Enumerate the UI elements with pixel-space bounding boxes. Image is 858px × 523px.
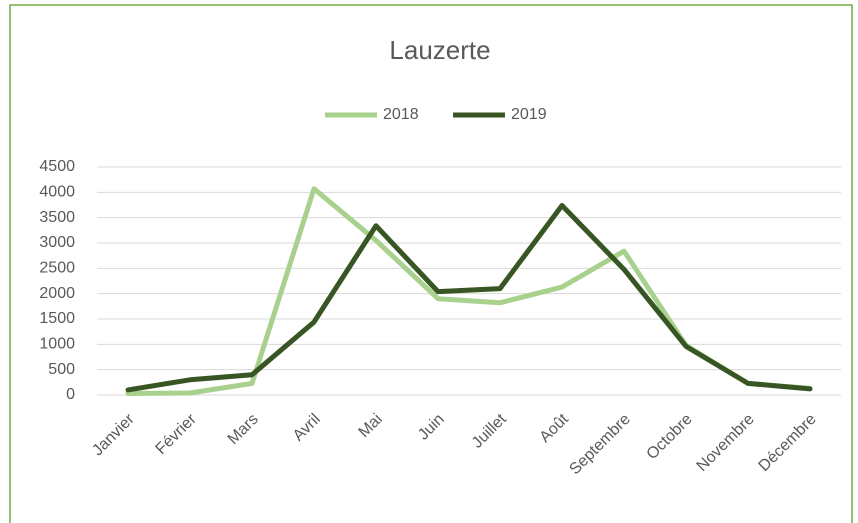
y-tick-label: 1000 bbox=[39, 336, 75, 353]
y-tick-label: 2000 bbox=[39, 285, 75, 302]
y-tick-label: 1500 bbox=[39, 310, 75, 327]
y-tick-label: 500 bbox=[48, 361, 75, 378]
legend-label: 2018 bbox=[383, 106, 419, 123]
y-tick-label: 4000 bbox=[39, 184, 75, 201]
y-tick-label: 4500 bbox=[39, 158, 75, 175]
chart-title: Lauzerte bbox=[389, 35, 490, 65]
series-line bbox=[125, 203, 813, 393]
chart-border bbox=[9, 4, 853, 523]
legend-label: 2019 bbox=[511, 106, 547, 123]
y-tick-label: 0 bbox=[66, 386, 75, 403]
y-tick-label: 2500 bbox=[39, 260, 75, 277]
y-tick-label: 3000 bbox=[39, 234, 75, 251]
y-tick-label: 3500 bbox=[39, 209, 75, 226]
